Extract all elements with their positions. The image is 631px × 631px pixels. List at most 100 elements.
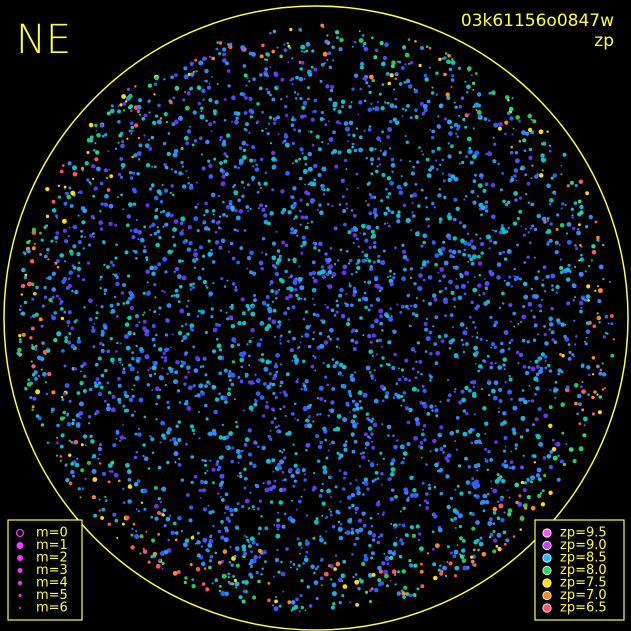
star	[131, 235, 136, 240]
star	[345, 188, 349, 191]
star	[283, 456, 287, 460]
star	[330, 578, 333, 581]
star	[276, 528, 280, 531]
star	[328, 264, 334, 269]
star	[537, 493, 542, 498]
star	[45, 392, 49, 396]
star	[229, 200, 233, 204]
zp-legend-label: zp=6.5	[560, 601, 607, 616]
star	[343, 121, 349, 126]
star	[374, 213, 378, 218]
zp-legend-label: zp=8.5	[560, 551, 607, 566]
star	[419, 546, 424, 552]
star	[149, 367, 152, 370]
star	[549, 450, 554, 454]
star	[78, 190, 83, 195]
star	[556, 318, 560, 323]
star	[102, 241, 106, 245]
star	[184, 351, 188, 355]
star	[477, 369, 481, 373]
star	[538, 369, 543, 374]
star	[439, 491, 443, 496]
star	[401, 523, 406, 528]
star	[299, 285, 305, 291]
star	[382, 249, 386, 253]
star	[402, 457, 405, 460]
star	[241, 544, 247, 549]
star	[124, 250, 129, 255]
star	[454, 574, 457, 578]
star	[189, 61, 194, 66]
star	[276, 324, 281, 329]
star	[301, 235, 306, 240]
star	[186, 312, 191, 317]
star	[511, 133, 514, 136]
star	[373, 369, 376, 372]
star	[539, 309, 543, 313]
star	[571, 353, 574, 356]
star	[227, 84, 231, 88]
star	[471, 477, 474, 481]
star	[513, 275, 516, 278]
star	[443, 72, 447, 77]
star	[547, 363, 551, 368]
star	[506, 200, 511, 205]
star	[408, 62, 411, 65]
star	[575, 246, 579, 251]
star	[226, 133, 231, 138]
star	[584, 270, 587, 273]
star	[234, 581, 240, 587]
star	[397, 570, 400, 574]
star	[142, 249, 147, 254]
star	[65, 286, 70, 290]
star	[433, 206, 436, 209]
star	[185, 305, 189, 308]
star	[469, 428, 473, 431]
star	[218, 392, 221, 396]
star	[567, 263, 571, 267]
star	[271, 156, 276, 162]
star	[541, 489, 545, 493]
star	[292, 204, 297, 208]
star	[467, 260, 470, 263]
star	[161, 561, 165, 565]
star	[255, 543, 259, 546]
star	[365, 259, 368, 262]
star	[381, 423, 383, 425]
star	[212, 524, 215, 528]
star	[95, 316, 98, 320]
star	[46, 347, 49, 350]
star	[447, 215, 453, 221]
star	[274, 396, 278, 400]
star	[392, 541, 398, 547]
star	[359, 316, 363, 320]
star	[151, 337, 156, 342]
star	[40, 324, 44, 328]
star	[175, 360, 180, 365]
star	[437, 334, 442, 339]
star	[237, 376, 241, 379]
star	[587, 299, 590, 302]
star	[492, 511, 497, 515]
star	[185, 170, 188, 173]
star	[382, 457, 385, 460]
star	[350, 209, 354, 212]
star	[473, 563, 477, 567]
star	[379, 41, 384, 46]
star	[242, 551, 248, 556]
star	[199, 496, 202, 499]
star	[271, 188, 275, 192]
star	[404, 358, 409, 363]
star	[167, 406, 171, 410]
star	[274, 362, 278, 365]
star	[61, 398, 65, 401]
star	[148, 225, 152, 229]
star	[405, 140, 409, 144]
star	[258, 499, 262, 503]
star	[422, 240, 427, 245]
star	[349, 375, 353, 379]
star	[327, 51, 332, 55]
star	[422, 299, 425, 302]
star	[529, 480, 533, 484]
star	[475, 109, 478, 112]
